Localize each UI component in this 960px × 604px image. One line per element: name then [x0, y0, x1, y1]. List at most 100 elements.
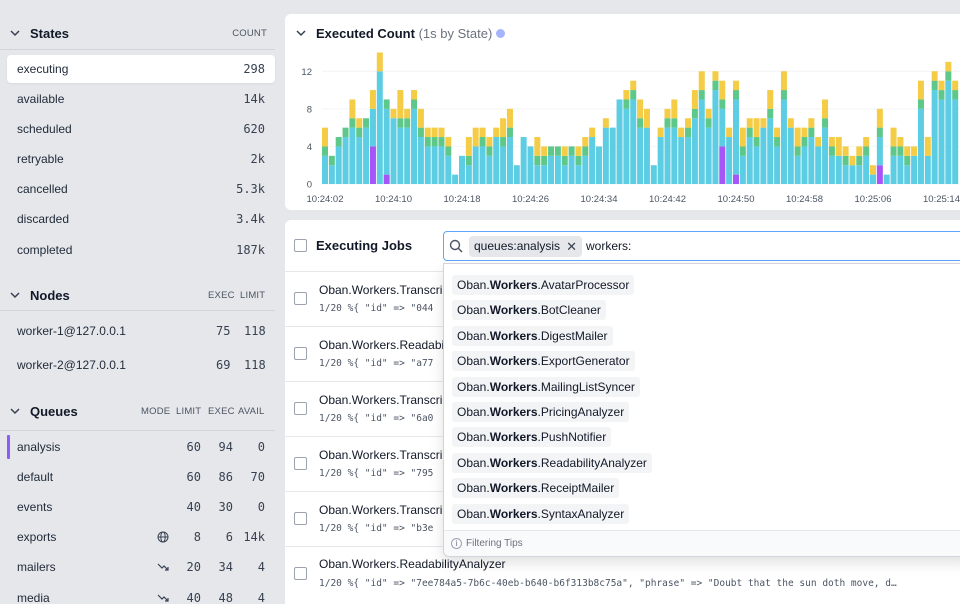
job-checkbox[interactable] — [294, 292, 307, 305]
bar-scheduled[interactable] — [349, 118, 356, 128]
job-checkbox[interactable] — [294, 457, 307, 470]
bar-scheduled[interactable] — [705, 118, 712, 128]
bar-available[interactable] — [630, 80, 637, 91]
bar-scheduled[interactable] — [561, 155, 568, 166]
bar-executing[interactable] — [575, 165, 582, 184]
bar-scheduled[interactable] — [739, 146, 746, 156]
bar-scheduled[interactable] — [411, 99, 418, 109]
bar-available[interactable] — [774, 127, 781, 138]
bar-available[interactable] — [876, 108, 883, 128]
bar-available[interactable] — [849, 155, 856, 166]
bar-available[interactable] — [897, 137, 904, 147]
states-header[interactable]: States COUNT — [0, 18, 275, 48]
bar-scheduled[interactable] — [431, 137, 438, 147]
bar-executing[interactable] — [541, 165, 548, 184]
bar-executing[interactable] — [369, 108, 376, 147]
bar-executing[interactable] — [671, 127, 678, 184]
bar-available[interactable] — [835, 137, 842, 156]
bar-scheduled[interactable] — [424, 137, 431, 147]
bar-executing[interactable] — [356, 137, 363, 184]
bar-available[interactable] — [643, 108, 650, 128]
bar-available[interactable] — [780, 71, 787, 91]
bar-executing[interactable] — [445, 155, 452, 184]
bar-executing[interactable] — [870, 174, 876, 184]
bar-scheduled[interactable] — [685, 127, 692, 138]
bar-executing[interactable] — [322, 155, 328, 184]
bar-available[interactable] — [685, 118, 692, 128]
bar-available[interactable] — [822, 99, 829, 119]
bar-available[interactable] — [369, 90, 376, 109]
bar-scheduled[interactable] — [445, 146, 452, 156]
bar-executing[interactable] — [952, 99, 959, 184]
bar-executing[interactable] — [890, 155, 897, 184]
bar-executing[interactable] — [623, 108, 630, 184]
state-row-discarded[interactable]: discarded 3.4k — [7, 205, 275, 233]
bar-available[interactable] — [397, 90, 404, 119]
bar-executing[interactable] — [534, 165, 541, 184]
bar-available[interactable] — [739, 127, 746, 147]
suggestion-item[interactable]: Oban.Workers.ReceiptMailer — [452, 478, 620, 498]
bar-scheduled[interactable] — [664, 118, 671, 128]
bar-available[interactable] — [904, 146, 911, 156]
bar-executing[interactable] — [520, 137, 527, 184]
bar-executing[interactable] — [904, 165, 911, 184]
suggestion-item[interactable]: Oban.Workers.AvatarProcessor — [452, 275, 635, 295]
bar-executing[interactable] — [479, 146, 486, 184]
state-row-retryable[interactable]: retryable 2k — [7, 145, 275, 173]
bar-available[interactable] — [911, 146, 918, 156]
bar-available[interactable] — [637, 99, 644, 119]
chevron-down-icon[interactable] — [295, 27, 307, 39]
bar-executing[interactable] — [726, 137, 733, 184]
bar-available[interactable] — [753, 118, 760, 138]
bar-available[interactable] — [767, 90, 774, 109]
suggestion-item[interactable]: Oban.Workers.MailingListSyncer — [452, 377, 640, 397]
queue-row-analysis[interactable]: analysis 60 94 0 — [7, 433, 275, 461]
bar-available[interactable] — [856, 146, 863, 156]
bar-scheduled[interactable] — [575, 155, 582, 166]
bar-available[interactable] — [794, 127, 801, 147]
bar-available[interactable] — [438, 127, 445, 138]
bar-executing[interactable] — [609, 127, 616, 184]
bar-scheduled[interactable] — [465, 155, 472, 166]
suggestion-item[interactable]: Oban.Workers.BotCleaner — [452, 300, 606, 320]
bar-scheduled[interactable] — [328, 155, 335, 166]
state-row-executing[interactable]: executing 298 — [7, 55, 275, 83]
bar-scheduled[interactable] — [541, 155, 548, 166]
bar-available[interactable] — [657, 127, 664, 138]
bar-available[interactable] — [390, 108, 397, 119]
bar-executing[interactable] — [527, 146, 534, 184]
bar-scheduled[interactable] — [417, 127, 424, 138]
bar-executing[interactable] — [602, 127, 609, 184]
bar-executing[interactable] — [568, 155, 575, 184]
bar-scheduled[interactable] — [801, 137, 808, 147]
bar-executing[interactable] — [685, 137, 692, 184]
bar-executing[interactable] — [774, 146, 781, 184]
bar-executing[interactable] — [459, 155, 465, 184]
bar-executing[interactable] — [363, 127, 370, 184]
bar-executing[interactable] — [506, 137, 513, 184]
bar-scheduled[interactable] — [938, 90, 945, 100]
bar-scheduled[interactable] — [808, 127, 815, 138]
bar-executing[interactable] — [698, 99, 705, 184]
bar-scheduled[interactable] — [582, 146, 589, 156]
suggestion-item[interactable]: Oban.Workers.SyntaxAnalyzer — [452, 504, 630, 524]
bar-executing[interactable] — [876, 137, 883, 166]
bar-available[interactable] — [945, 61, 952, 72]
bar-scheduled[interactable] — [917, 99, 924, 109]
bar-executing[interactable] — [828, 155, 835, 184]
state-row-completed[interactable]: completed 187k — [7, 236, 275, 264]
bar-available[interactable] — [931, 71, 938, 81]
job-checkbox[interactable] — [294, 402, 307, 415]
bar-executing[interactable] — [911, 155, 918, 184]
bar-executing[interactable] — [945, 80, 952, 184]
bar-available[interactable] — [691, 90, 698, 109]
bar-executing[interactable] — [349, 127, 356, 184]
bar-scheduled[interactable] — [712, 80, 719, 91]
bar-executing[interactable] — [924, 155, 931, 184]
bar-available[interactable] — [506, 108, 513, 128]
bar-scheduled[interactable] — [842, 155, 849, 166]
bar-executing[interactable] — [883, 174, 890, 184]
bar-scheduled[interactable] — [753, 137, 760, 147]
bar-available[interactable] — [712, 71, 719, 81]
bar-executing[interactable] — [849, 165, 856, 184]
